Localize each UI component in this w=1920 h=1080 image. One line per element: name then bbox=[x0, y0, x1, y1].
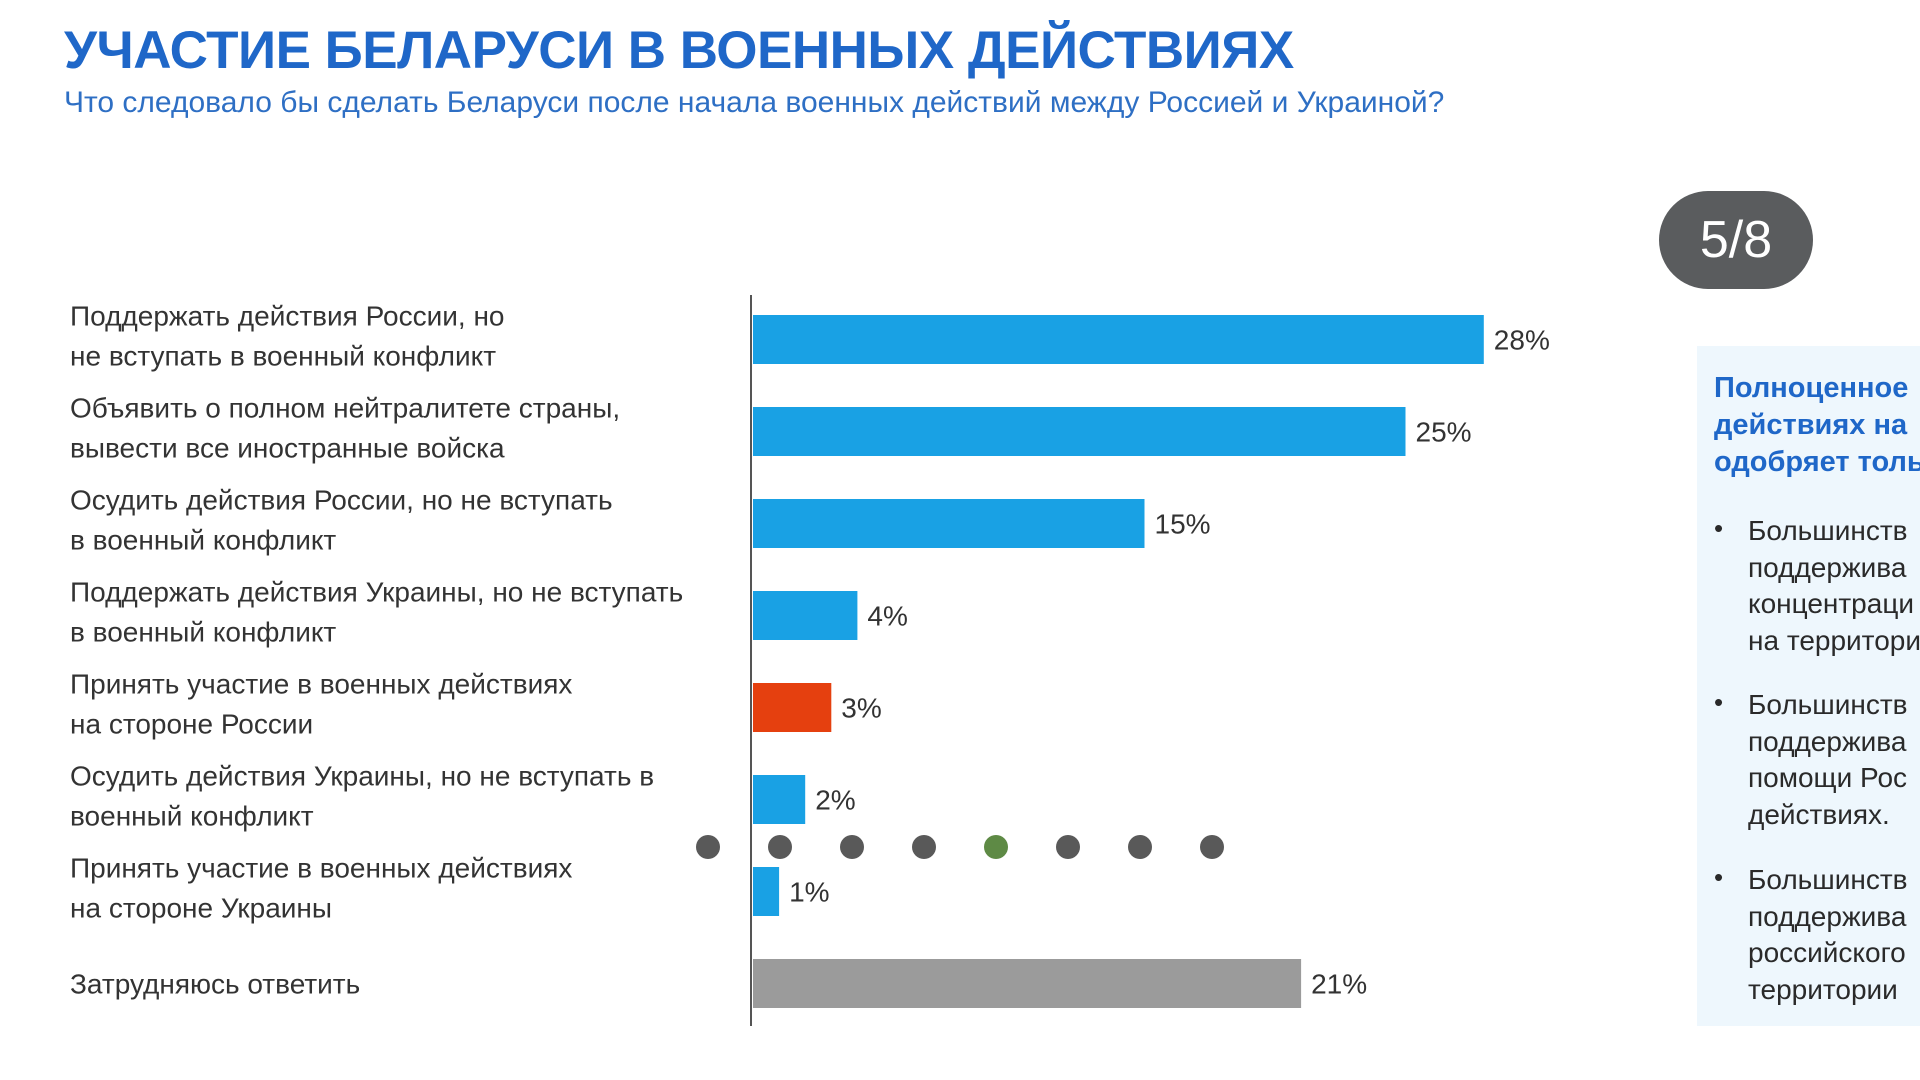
bullet-line: Большинств bbox=[1748, 864, 1908, 895]
pager-dot[interactable] bbox=[912, 835, 936, 859]
pager-dot[interactable] bbox=[1128, 835, 1152, 859]
bar-5 bbox=[753, 775, 806, 824]
slide-pager bbox=[696, 835, 1231, 859]
bar-2 bbox=[753, 499, 1145, 548]
side-bullet-list: • Большинств поддержива концентраци на т… bbox=[1697, 346, 1920, 1026]
pager-dot[interactable] bbox=[1056, 835, 1080, 859]
bullet-line: действиях. bbox=[1748, 798, 1890, 830]
category-label: в военный конфликт bbox=[70, 525, 336, 556]
bar-4 bbox=[753, 683, 832, 732]
category-label: Принять участие в военных действиях bbox=[70, 853, 572, 884]
bullet-line: Большинств bbox=[1748, 689, 1908, 720]
side-panel: Полноценное действиях на одобряет толь •… bbox=[1697, 346, 1920, 1026]
bullet-line: помощи Рос bbox=[1748, 762, 1908, 793]
bullet-dot-icon: • bbox=[1714, 862, 1724, 892]
bar-value-label: 25% bbox=[1416, 417, 1472, 448]
category-label: в военный конфликт bbox=[70, 617, 336, 648]
category-label: Осудить действия Украины, но не вступать… bbox=[70, 761, 654, 792]
bullet-dot-icon: • bbox=[1714, 687, 1724, 717]
bar-value-label: 2% bbox=[815, 785, 855, 816]
bullet-line: Большинств bbox=[1748, 515, 1908, 546]
bar-3 bbox=[753, 591, 858, 640]
bar-1 bbox=[753, 407, 1406, 456]
side-heading-line: действиях на bbox=[1714, 409, 1908, 441]
pager-dot[interactable] bbox=[840, 835, 864, 859]
bar-value-label: 28% bbox=[1494, 325, 1550, 356]
category-label: на стороне России bbox=[70, 709, 313, 740]
bar-value-label: 15% bbox=[1155, 509, 1211, 540]
pager-dot[interactable] bbox=[696, 835, 720, 859]
side-heading-line: одобряет толь bbox=[1714, 446, 1920, 478]
category-label: военный конфликт bbox=[70, 801, 314, 832]
side-panel-heading: Полноценное действиях на одобряет толь bbox=[1714, 370, 1920, 481]
bullet-line: территории bbox=[1748, 973, 1898, 1005]
bullet-line: поддержива bbox=[1748, 725, 1907, 757]
category-label: Поддержать действия Украины, но не вступ… bbox=[70, 577, 683, 608]
category-label: вывести все иностранные войска bbox=[70, 433, 505, 464]
bullet-line: российского bbox=[1748, 937, 1906, 968]
bullet-line: концентраци bbox=[1748, 588, 1915, 619]
bar-value-label: 1% bbox=[789, 877, 829, 908]
bar-7 bbox=[753, 959, 1302, 1008]
page-subtitle: Что следовало бы сделать Беларуси после … bbox=[64, 86, 1445, 119]
bar-6 bbox=[753, 867, 780, 916]
bullet-line: поддержива bbox=[1748, 900, 1907, 932]
slide-counter: 5/8 bbox=[1659, 191, 1813, 289]
bullet-line: поддержива bbox=[1748, 551, 1907, 583]
bar-value-label: 21% bbox=[1311, 969, 1367, 1000]
bar-0 bbox=[753, 315, 1484, 364]
category-label: Принять участие в военных действиях bbox=[70, 669, 572, 700]
pager-dot-active[interactable] bbox=[984, 835, 1008, 859]
side-heading-line: Полноценное bbox=[1714, 372, 1909, 404]
pager-dot[interactable] bbox=[1200, 835, 1224, 859]
bullet-line: на территори bbox=[1748, 624, 1920, 656]
bar-value-label: 3% bbox=[841, 693, 881, 724]
category-label: Осудить действия России, но не вступать bbox=[70, 485, 613, 516]
bar-value-label: 4% bbox=[867, 601, 907, 632]
page-title: УЧАСТИЕ БЕЛАРУСИ В ВОЕННЫХ ДЕЙСТВИЯХ bbox=[64, 21, 1294, 80]
category-label: на стороне Украины bbox=[70, 893, 332, 924]
category-label: Затрудняюсь ответить bbox=[70, 969, 360, 1000]
category-label: Поддержать действия России, но bbox=[70, 301, 505, 332]
category-label: не вступать в военный конфликт bbox=[70, 341, 496, 372]
category-label: Объявить о полном нейтралитете страны, bbox=[70, 393, 620, 424]
pager-dot[interactable] bbox=[768, 835, 792, 859]
bullet-dot-icon: • bbox=[1714, 513, 1724, 543]
